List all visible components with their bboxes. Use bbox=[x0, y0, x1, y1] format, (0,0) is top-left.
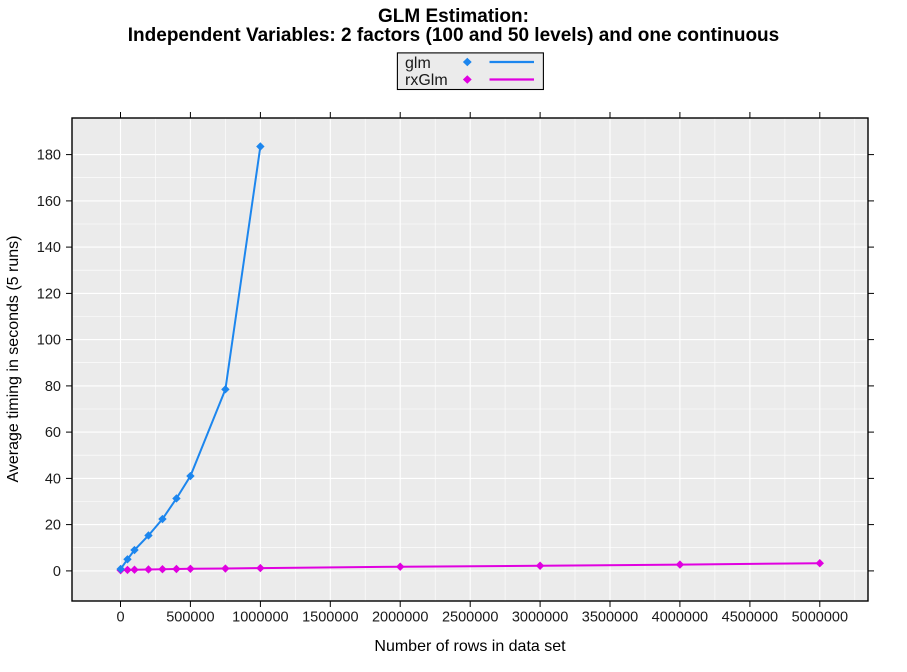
svg-text:3000000: 3000000 bbox=[512, 610, 568, 626]
svg-text:1500000: 1500000 bbox=[302, 610, 358, 626]
svg-text:2000000: 2000000 bbox=[372, 610, 428, 626]
svg-text:60: 60 bbox=[45, 425, 61, 441]
svg-text:Average timing in seconds (5 r: Average timing in seconds (5 runs) bbox=[5, 236, 22, 483]
svg-text:20: 20 bbox=[45, 518, 61, 534]
svg-text:4500000: 4500000 bbox=[722, 610, 778, 626]
svg-text:180: 180 bbox=[37, 148, 61, 164]
svg-text:4000000: 4000000 bbox=[652, 610, 708, 626]
svg-text:0: 0 bbox=[116, 610, 124, 626]
svg-text:100: 100 bbox=[37, 333, 61, 349]
svg-text:glm: glm bbox=[405, 55, 431, 72]
svg-text:80: 80 bbox=[45, 379, 61, 395]
svg-text:rxGlm: rxGlm bbox=[405, 72, 448, 89]
svg-text:1000000: 1000000 bbox=[232, 610, 288, 626]
svg-text:Number of rows in data set: Number of rows in data set bbox=[374, 638, 566, 655]
svg-text:160: 160 bbox=[37, 194, 61, 210]
svg-text:500000: 500000 bbox=[166, 610, 214, 626]
svg-text:3500000: 3500000 bbox=[582, 610, 638, 626]
svg-text:5000000: 5000000 bbox=[792, 610, 848, 626]
svg-text:0: 0 bbox=[53, 564, 61, 580]
svg-text:2500000: 2500000 bbox=[442, 610, 498, 626]
svg-text:140: 140 bbox=[37, 240, 61, 256]
svg-text:120: 120 bbox=[37, 286, 61, 302]
svg-text:40: 40 bbox=[45, 471, 61, 487]
